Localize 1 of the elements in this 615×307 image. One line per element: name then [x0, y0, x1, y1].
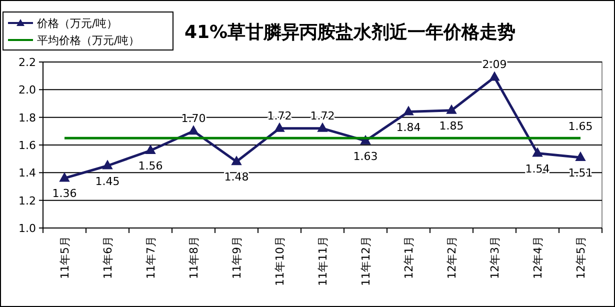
title: 41%草甘膦异丙胺盐水剂近一年价格走势 [184, 22, 516, 43]
